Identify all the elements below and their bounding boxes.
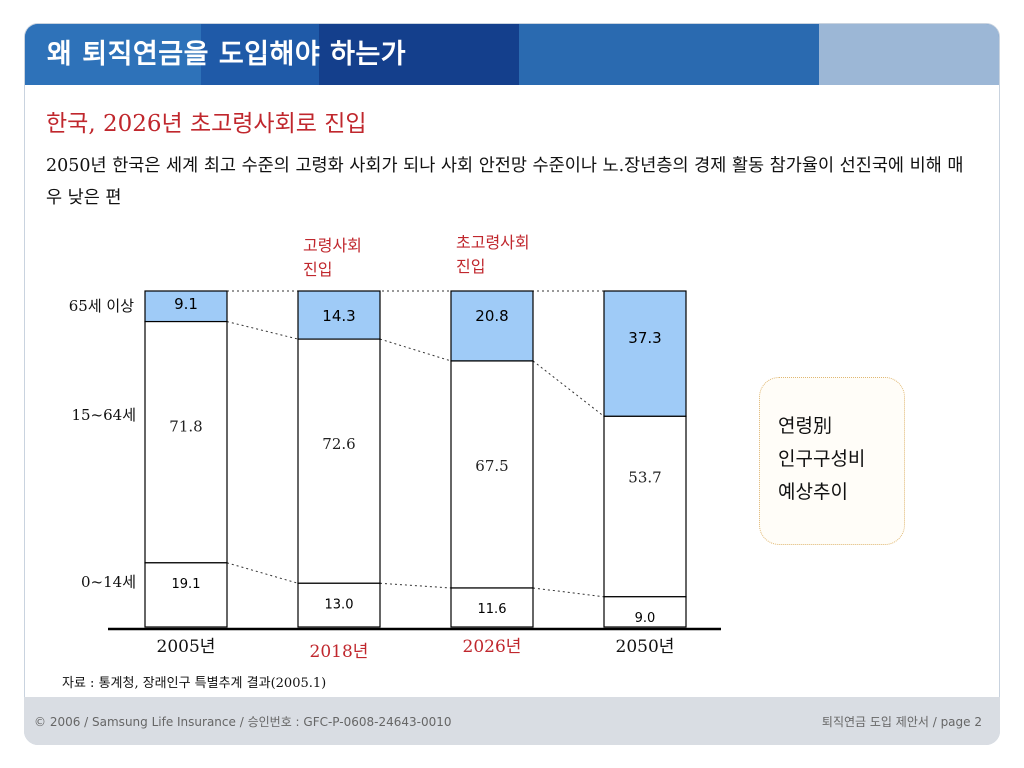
bar-segment-youth xyxy=(297,582,381,628)
data-label-working-age: 53.7 xyxy=(628,468,661,486)
data-label-working-age: 71.8 xyxy=(169,418,202,436)
data-label-working-age: 67.5 xyxy=(475,457,508,475)
elderly-trend-line xyxy=(226,321,299,340)
slide-title: 왜 퇴직연금을 도입해야 하는가 xyxy=(47,39,407,70)
elderly-trend-line xyxy=(379,338,452,362)
side-note-text: 연령別 인구구성비 예상추이 xyxy=(778,415,866,503)
data-label-youth: 9.0 xyxy=(635,611,656,626)
category-label: 2005년 xyxy=(157,637,216,657)
bar-segment-youth xyxy=(450,587,534,628)
category-label: 2026년 xyxy=(463,637,522,657)
youth-trend-line xyxy=(226,562,299,584)
data-label-elderly: 20.8 xyxy=(475,307,508,325)
data-label-elderly: 14.3 xyxy=(322,307,355,325)
data-label-youth: 13.0 xyxy=(325,597,354,612)
side-note-box xyxy=(759,377,905,545)
bar-segment-elderly xyxy=(297,290,381,340)
data-label-youth: 11.6 xyxy=(478,602,507,617)
category-label: 2018년 xyxy=(310,642,369,662)
title-bar: 왜 퇴직연금을 도입해야 하는가 xyxy=(25,24,999,85)
youth-trend-line xyxy=(379,582,452,589)
footer-bar xyxy=(24,697,1000,745)
source-note: 자료 : 통계청, 장래인구 특별추계 결과(2005.1) xyxy=(62,676,327,691)
bar-segment-youth xyxy=(603,596,687,628)
elderly-trend-line xyxy=(532,360,605,417)
annotation-label: 초고령사회 xyxy=(456,233,530,252)
row-label-working-age: 15~64세 xyxy=(71,406,136,424)
slide-description: 2050년 한국은 세계 최고 수준의 고령화 사회가 되나 사회 안전망 수준… xyxy=(46,156,964,208)
row-label-youth: 0~14세 xyxy=(81,573,136,591)
bar-segment-working-age xyxy=(297,338,381,584)
bar-segment-youth xyxy=(144,562,228,628)
data-label-elderly: 37.3 xyxy=(628,329,661,347)
annotation-label: 진입 xyxy=(303,260,332,279)
footer-copyright: © 2006 / Samsung Life Insurance / 승인번호 :… xyxy=(34,715,452,729)
row-label-elderly: 65세 이상 xyxy=(69,297,134,315)
bar-segment-elderly xyxy=(450,290,534,362)
bar-segment-working-age xyxy=(144,320,228,564)
bar-segment-elderly xyxy=(144,290,228,323)
category-label: 2050년 xyxy=(616,637,675,657)
bar-segment-elderly xyxy=(603,290,687,417)
data-label-youth: 19.1 xyxy=(172,577,201,592)
data-label-working-age: 72.6 xyxy=(322,435,355,453)
annotation-label: 진입 xyxy=(456,257,485,276)
annotation-label: 고령사회 xyxy=(303,236,362,255)
bar-segment-working-age xyxy=(603,415,687,598)
slide-subtitle: 한국, 2026년 초고령사회로 진입 xyxy=(46,111,367,137)
data-label-elderly: 9.1 xyxy=(174,295,198,313)
youth-trend-line xyxy=(532,587,605,598)
footer-page: 퇴직연금 도입 제안서 / page 2 xyxy=(821,715,982,729)
